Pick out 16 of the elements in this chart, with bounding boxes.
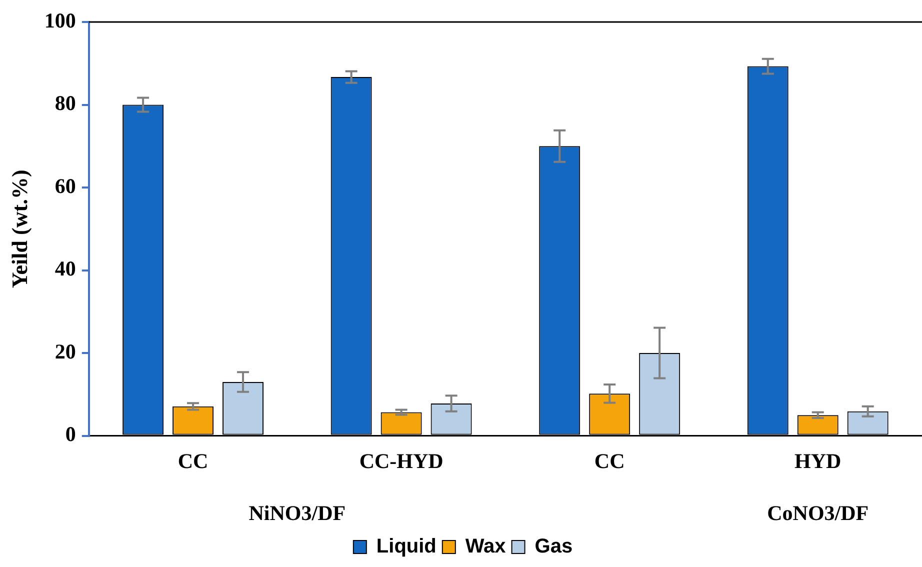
- x-tick-label: CC: [594, 448, 625, 473]
- y-tick-label: 80: [54, 91, 76, 116]
- x-tick-label: HYD: [794, 448, 842, 473]
- x-tick-label: CC: [178, 448, 208, 473]
- text: CoNO3/DF: [767, 501, 869, 526]
- legend-label: Wax: [465, 536, 506, 558]
- x-tick-label: CC-HYD: [359, 448, 444, 473]
- y-tick-label: 20: [54, 339, 76, 364]
- legend-label: Liquid: [376, 536, 436, 558]
- y-axis-title: Yeild (wt.%): [6, 170, 32, 288]
- legend-label: Gas: [534, 536, 573, 558]
- y-tick-label: 40: [54, 256, 76, 281]
- y-tick-label: 60: [54, 174, 76, 198]
- text: NiNO3/DF: [248, 501, 346, 526]
- y-tick-label: 0: [65, 422, 76, 446]
- y-tick-label: 100: [44, 8, 76, 32]
